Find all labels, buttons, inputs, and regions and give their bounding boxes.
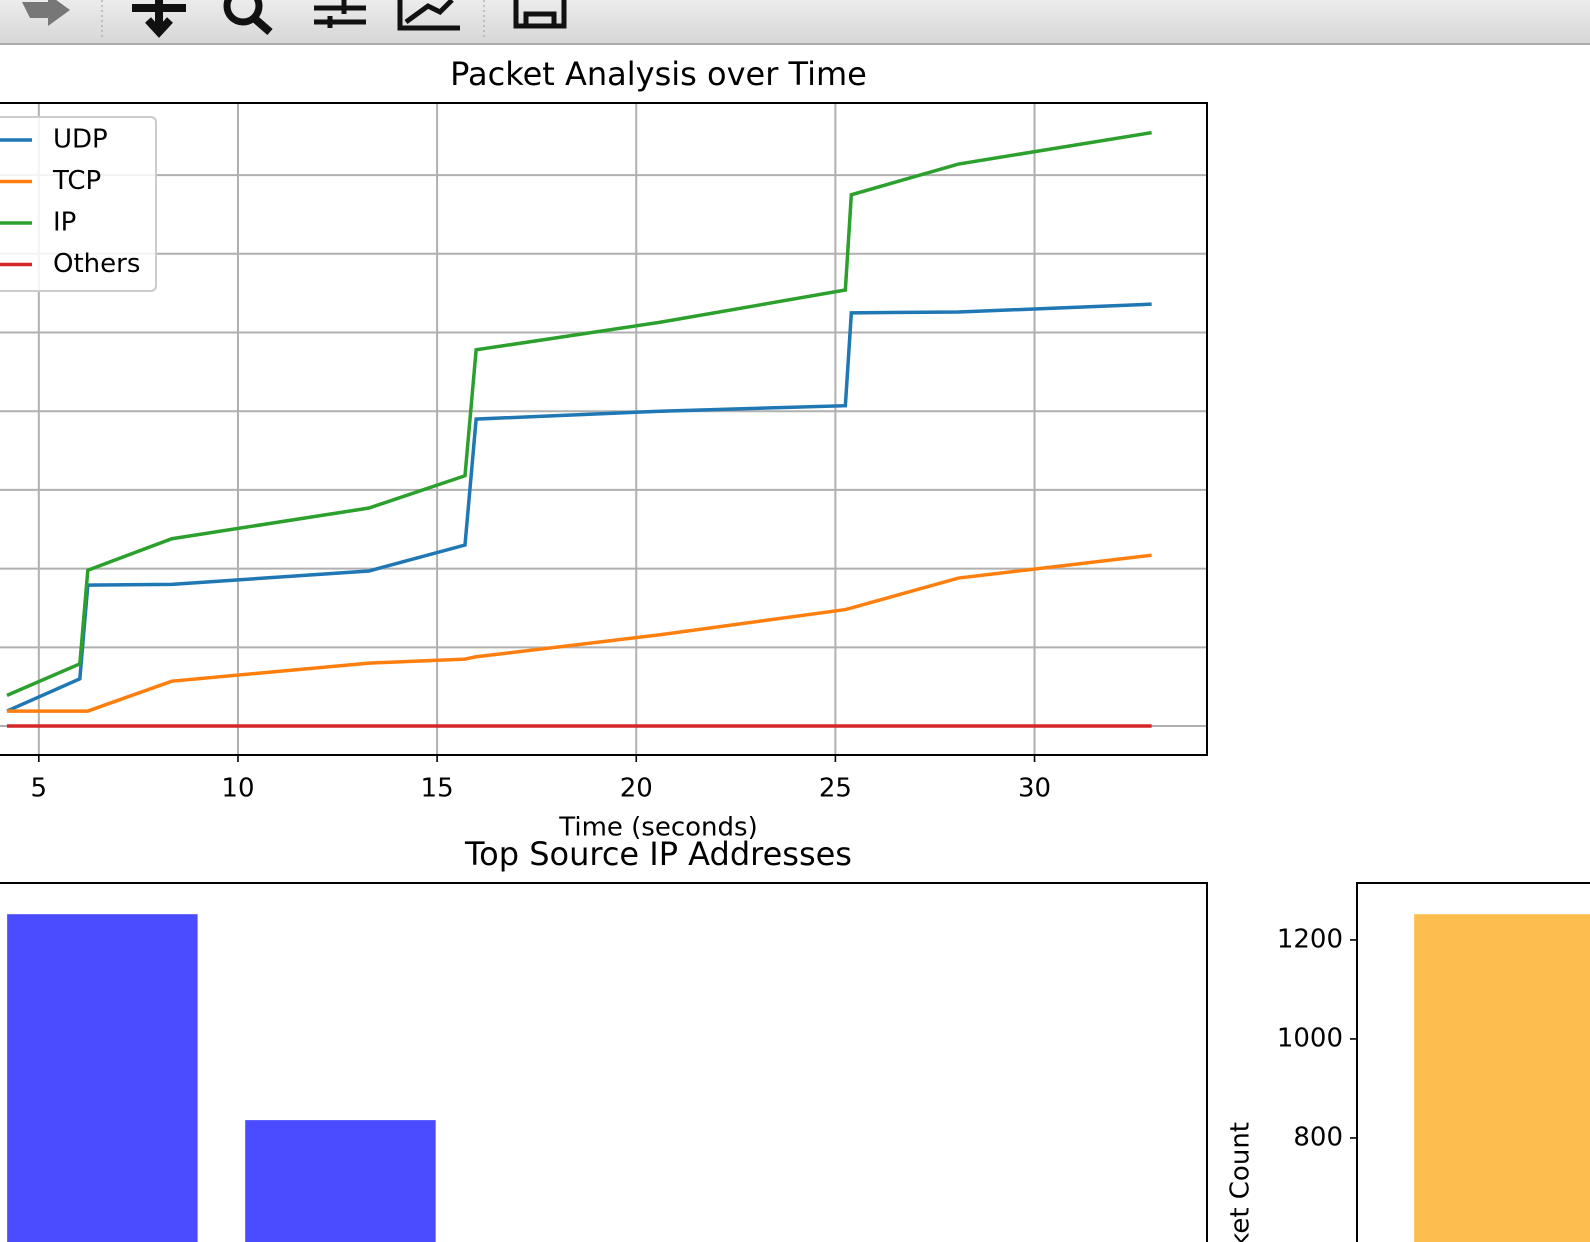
y-tick-label: 1000	[1277, 1023, 1343, 1053]
bar	[7, 914, 198, 1242]
forward-button[interactable]	[22, 0, 70, 26]
y-tick-label: 800	[1293, 1122, 1343, 1152]
axes-frame	[1356, 882, 1590, 1242]
x-tick-label: 20	[620, 774, 653, 804]
legend-box	[0, 116, 157, 292]
toolbar-bg	[0, 0, 1590, 44]
x-tick-label: 5	[31, 774, 48, 804]
chart-title: Packet Analysis over Time	[450, 55, 867, 93]
data-line	[6, 553, 1152, 713]
zoom-button[interactable]	[223, 0, 273, 36]
chart-title: Top Source IP Addresses	[464, 835, 852, 873]
toolbar	[0, 0, 1590, 45]
data-line	[6, 130, 1152, 697]
legend-label: UDP	[53, 125, 108, 155]
axes-frame	[0, 102, 1208, 756]
x-tick-label: 30	[1018, 774, 1051, 804]
legend-label: IP	[53, 208, 76, 238]
y-axis-label: Packet Count	[1226, 1122, 1256, 1242]
x-tick-label: 15	[421, 774, 454, 804]
chart-panel: Top Source IP Addresses	[0, 835, 1208, 1242]
bar	[1414, 914, 1590, 1242]
save-button[interactable]	[513, 0, 567, 29]
chart-panel: 800 1000 1200 Packet Count	[1226, 882, 1590, 1242]
x-tick-label: 10	[221, 774, 254, 804]
legend: UDP TCP IP Others	[0, 116, 157, 292]
x-axis-label: Time (seconds)	[558, 813, 757, 843]
chart-panel: 010020030040050060070051015202530Packet …	[0, 55, 1208, 843]
pan-button[interactable]	[132, 0, 186, 38]
configure-button[interactable]	[314, 0, 366, 28]
data-line	[6, 302, 1152, 713]
axes-frame	[0, 882, 1208, 1242]
bar	[245, 1120, 436, 1242]
axes-button[interactable]	[397, 0, 460, 31]
legend-label: Others	[53, 249, 140, 279]
x-tick-label: 25	[819, 774, 852, 804]
y-tick-label: 1200	[1277, 924, 1343, 954]
legend-label: TCP	[52, 166, 101, 196]
